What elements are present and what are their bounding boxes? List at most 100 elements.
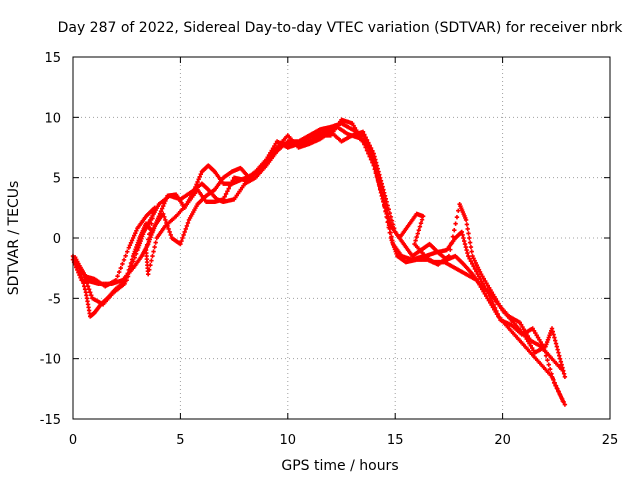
data-point: [134, 228, 139, 233]
data-point: [492, 305, 498, 311]
y-tick-label: -15: [40, 413, 61, 428]
data-point: [75, 267, 80, 273]
data-point: [198, 171, 204, 177]
data-point: [552, 335, 557, 340]
data-point: [89, 293, 94, 298]
data-point: [465, 226, 470, 232]
data-point: [130, 235, 136, 241]
data-point: [561, 371, 567, 376]
data-point: [360, 139, 366, 144]
data-point: [76, 270, 81, 275]
data-point: [193, 184, 198, 190]
data-point: [448, 247, 453, 252]
data-point: [467, 256, 472, 261]
data-point: [463, 244, 469, 250]
data-point: [118, 265, 123, 271]
data-point: [547, 367, 553, 372]
data-point: [85, 284, 91, 289]
data-point: [163, 198, 168, 204]
data-point: [229, 180, 234, 186]
data-point: [86, 287, 92, 292]
data-point: [87, 290, 93, 295]
data-point: [195, 179, 200, 185]
data-point: [133, 230, 138, 236]
data-point: [162, 214, 167, 220]
x-tick-label: 0: [69, 433, 77, 448]
data-point: [148, 226, 153, 232]
data-point: [558, 359, 564, 364]
data-point: [419, 217, 425, 222]
data-point: [123, 253, 128, 258]
data-point: [462, 238, 467, 244]
data-point: [363, 145, 368, 150]
data-point: [157, 211, 163, 216]
data-point: [125, 249, 130, 254]
data-point: [551, 332, 556, 337]
data-point: [452, 227, 457, 233]
data-point: [164, 196, 169, 201]
data-point: [385, 219, 390, 225]
x-tick-label: 25: [602, 433, 619, 448]
data-point: [370, 160, 375, 165]
y-tick-label: 10: [44, 111, 61, 126]
data-point: [495, 311, 500, 317]
data-point: [549, 371, 554, 376]
data-point: [72, 262, 78, 268]
data-point: [450, 234, 456, 239]
data-point: [376, 182, 382, 187]
data-point: [113, 278, 119, 283]
data-point: [554, 344, 560, 349]
data-point: [372, 167, 377, 172]
data-point: [551, 380, 557, 385]
data-point: [383, 209, 388, 214]
data-point: [470, 261, 475, 266]
data-point: [180, 235, 185, 241]
data-point: [468, 259, 474, 264]
data-point: [386, 225, 391, 230]
y-axis: -15 -10 -5 0 5 10 15: [40, 51, 610, 428]
data-point: [179, 238, 184, 244]
data-point: [194, 182, 199, 187]
data-point: [221, 197, 226, 202]
data-point: [129, 238, 135, 243]
data-point: [225, 189, 230, 194]
data-point: [487, 293, 492, 299]
data-point: [156, 214, 162, 219]
data-point: [151, 249, 156, 254]
data-point: [197, 174, 202, 179]
x-axis-title: GPS time / hours: [281, 458, 398, 474]
data-point: [151, 210, 156, 216]
data-point: [364, 137, 370, 143]
data-point: [84, 281, 90, 286]
data-point: [128, 240, 134, 246]
data-point: [494, 308, 499, 314]
data-point: [374, 174, 380, 180]
data-point: [150, 216, 155, 221]
data-point: [375, 178, 381, 183]
data-point: [549, 326, 555, 331]
y-tick-label: 15: [44, 51, 61, 66]
data-point: [367, 145, 372, 150]
data-point: [124, 274, 129, 280]
series-track-b: [70, 129, 565, 373]
data-point: [467, 240, 473, 245]
data-point: [471, 264, 476, 269]
data-point: [464, 222, 470, 227]
data-point: [553, 338, 558, 343]
data-point: [227, 183, 233, 189]
data-point: [553, 341, 559, 346]
data-point: [483, 286, 488, 291]
data-point: [148, 262, 153, 268]
data-point: [465, 250, 470, 256]
data-point: [121, 257, 127, 263]
data-point: [454, 214, 460, 220]
data-point: [472, 266, 478, 272]
data-point: [561, 368, 566, 373]
data-point: [413, 238, 418, 243]
y-tick-label: 0: [53, 232, 61, 247]
data-point: [159, 206, 165, 211]
data-point: [384, 214, 389, 220]
data-point: [128, 260, 134, 266]
data-point: [78, 275, 83, 280]
data-point: [122, 281, 127, 287]
